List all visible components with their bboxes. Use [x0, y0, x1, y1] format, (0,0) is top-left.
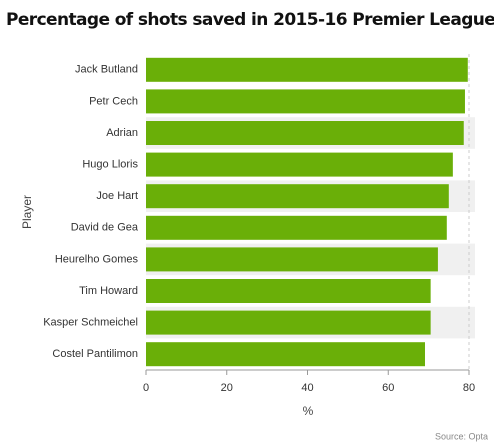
bar: [146, 247, 438, 272]
y-tick-label: David de Gea: [71, 222, 139, 234]
x-tick-label: 20: [221, 382, 233, 394]
source: Source: Opta: [435, 431, 488, 441]
y-tick-label: Jack Butland: [75, 64, 138, 76]
y-tick-label: Kasper Schmeichel: [43, 317, 138, 329]
chart-title: Percentage of shots saved in 2015-16 Pre…: [6, 10, 494, 30]
y-tick-label: Costel Pantilimon: [52, 348, 138, 360]
bar: [146, 121, 464, 145]
bar: [146, 310, 431, 335]
y-tick-label: Petr Cech: [89, 95, 138, 107]
x-axis-title: %: [303, 404, 314, 418]
x-tick-label: 60: [382, 382, 394, 394]
x-tick-label: 80: [463, 382, 475, 394]
y-tick-label: Tim Howard: [79, 285, 138, 297]
y-tick-label: Heurelho Gomes: [55, 253, 139, 265]
bar: [146, 342, 425, 367]
x-tick-label: 0: [143, 382, 149, 394]
bar: [146, 89, 465, 114]
bar: [146, 184, 449, 209]
y-axis-title: Player: [20, 195, 34, 229]
y-tick-label: Joe Hart: [96, 190, 138, 202]
bar: [146, 152, 453, 177]
bar: [146, 215, 447, 240]
y-tick-label: Hugo Lloris: [82, 159, 138, 171]
bar: [146, 279, 431, 303]
x-tick-label: 40: [301, 382, 313, 394]
bar: [146, 57, 468, 82]
y-tick-label: Adrian: [106, 127, 138, 139]
